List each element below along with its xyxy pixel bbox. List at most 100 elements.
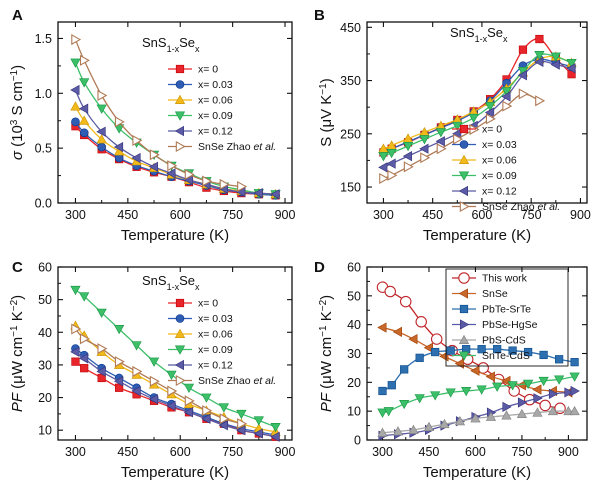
series-0 [376,281,566,415]
legend-marker [458,288,468,299]
data-point [218,403,230,413]
data-point [96,134,107,144]
data-point [547,405,559,416]
ylabel-part: S (μV K [318,95,335,147]
x-tick-label: 450 [117,208,138,222]
data-point [377,322,387,333]
legend-entry: SnSe Zhao et al. [198,375,276,387]
data-point [148,394,159,405]
data-point [378,162,388,173]
y-tick-label: 50 [38,293,52,307]
x-tick-label: 600 [170,445,191,459]
data-point [476,385,487,395]
data-point [202,175,213,187]
axes-frame [57,266,293,441]
x-axis-label: Temperature (K) [121,464,229,481]
legend-marker [458,171,470,181]
subscript: 1-x [475,34,488,44]
panel-D: D 300 450 600 750 900 0 10 20 30 40 50 60 Temperature… [314,259,588,481]
data-point [149,149,160,161]
x-tick-label: 450 [117,445,138,459]
data-point [533,393,543,404]
data-point [131,385,141,397]
legend-marker [174,125,184,137]
data-point [148,357,160,367]
data-point [183,383,195,393]
data-point [167,385,178,397]
data-point [79,292,90,302]
ylabel-part: (μW cm [318,337,335,393]
data-point [535,34,544,44]
data-point [399,399,410,410]
data-point [539,350,548,360]
data-point [563,405,574,416]
data-point [202,405,213,417]
data-point [502,100,513,112]
data-point [79,54,90,66]
legend-entry: x= 0 [198,297,218,309]
x-tick-label: 300 [373,208,394,222]
y-tick-label: 50 [347,289,361,303]
title-part: Se [179,35,195,50]
data-point [532,407,543,417]
ylabel-part: −2 [318,299,329,311]
data-point [114,356,125,368]
ylabel-part: K [318,311,335,325]
y-tick-label: 150 [340,181,361,195]
data-point [132,365,143,377]
data-point [534,51,545,61]
data-point [485,102,496,112]
legend-marker [174,359,184,371]
data-point [383,407,394,417]
data-point [96,366,106,377]
ylabel-part: K [9,311,26,325]
panel-A: A 300 450 600 750 900 0.0 0.5 1.0 1.5 Temperature … [9,7,296,244]
data-point [377,408,388,418]
series-line [383,38,573,154]
legend-entry: x= 0.06 [198,328,233,340]
data-point [71,117,80,127]
data-point [114,116,125,128]
panel-letter: C [12,259,23,276]
x-tick-label: 750 [222,445,243,459]
x-tick-label: 300 [65,445,86,459]
data-point [270,431,280,442]
legend-text: SnSe Zhao [198,375,253,387]
legend-entry: x= 0.09 [198,110,233,122]
legend-marker [458,334,470,344]
legend-marker [175,80,185,89]
data-point [517,70,527,81]
x-tick-label: 450 [422,208,443,222]
data-point [149,375,160,387]
data-point [453,133,464,145]
legend-marker [459,124,469,134]
y-tick-label: 20 [38,391,52,405]
legend-entry: x= 0.06 [482,154,517,166]
data-point [501,91,511,102]
panel-B: B 300 450 600 750 900 150 250 350 450 Temperature … [314,7,591,244]
legend-marker [458,154,470,164]
data-point [535,95,546,107]
data-point [523,379,534,389]
inset-title: SnS1-xSex [142,35,200,54]
data-point [78,353,89,364]
data-point [166,168,176,179]
legend: x= 0 x= 0.03 x= 0.06 x= 0.09 x= 0.12 SnSe Zha… [452,123,560,213]
legend-entry: x= 0.03 [198,79,233,91]
data-point [518,88,529,100]
series-5 [377,372,580,418]
data-point [184,395,195,407]
title-part: SnS [142,35,167,50]
data-point [71,34,82,46]
data-point [270,189,280,200]
data-point [236,409,247,420]
series-4 [377,405,580,437]
data-point [167,160,178,172]
data-point [569,405,580,416]
data-point [400,365,409,374]
y-tick-label: 0.0 [35,197,52,211]
ylabel-part: 3 [9,119,20,125]
data-point [554,375,565,385]
data-point [183,407,193,418]
axes-frame [57,21,293,204]
